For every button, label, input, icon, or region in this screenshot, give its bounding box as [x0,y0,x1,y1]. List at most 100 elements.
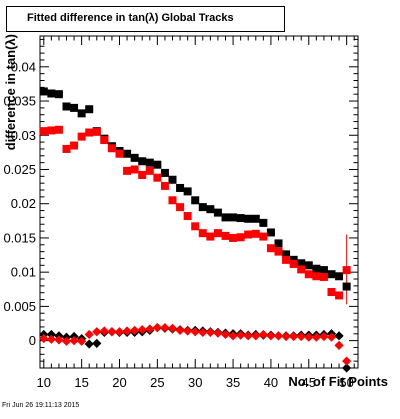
data-point-diamond [258,329,268,340]
data-point-square [145,158,154,167]
data-point-square [168,175,177,184]
y-tick-label: 0.005 [3,299,36,314]
data-point-square [221,231,230,240]
data-point-diamond [167,323,178,333]
data-point-diamond [61,336,72,346]
data-point-square [244,230,253,239]
data-point-diamond [99,326,109,336]
data-point-square [304,270,313,279]
data-point-diamond [205,327,215,338]
data-point-diamond [220,329,231,340]
data-point-square [251,214,260,223]
data-point-diamond [152,323,162,333]
x-axis-label: No. of Fit Points [288,374,388,389]
y-tick-label: 0.01 [11,265,36,280]
data-point-square [221,213,230,222]
data-point-diamond [304,332,314,342]
data-point-square [39,127,48,136]
x-tick-label: 20 [112,375,126,390]
data-point-square [335,272,344,281]
marker-layer [39,87,352,373]
chart-title: Fitted difference in tan(λ) Global Track… [27,12,234,24]
x-tick-label: 50 [339,375,353,390]
data-point-square [39,87,48,96]
data-point-diamond [145,324,155,334]
data-point-diamond [183,326,193,336]
x-tick-label: 25 [150,375,164,390]
x-tick-label: 15 [74,375,88,390]
axes-layer: 10 15 20 25 30 35 40 45 50 0 0.005 0.01 0.015 0.02 0.0… [3,35,359,390]
data-point-square [236,214,245,223]
data-point-square [229,233,238,242]
data-point-diamond [69,336,79,346]
y-tick-label: 0.025 [3,162,36,177]
data-point-square [54,90,63,99]
data-point-square [168,196,177,205]
data-point-diamond [281,331,291,342]
data-point-square [282,250,291,259]
y-tick-label: 0.02 [11,196,36,211]
data-point-square [266,228,275,237]
y-tick-label: 0.03 [11,128,36,143]
data-point-square [138,170,147,179]
data-point-square [160,181,169,190]
data-point-diamond [160,323,170,333]
data-point-square [342,282,351,291]
data-point-diamond [46,334,56,344]
data-point-square [70,141,79,150]
data-point-square [213,208,222,217]
y-tick-label: 0.015 [3,230,36,245]
chart-title-box: Fitted difference in tan(λ) Global Track… [6,6,285,32]
data-point-diamond [198,327,208,338]
data-point-square [130,165,139,174]
data-point-diamond [251,331,261,341]
data-point-square [297,265,306,274]
data-point-square [198,229,207,238]
data-point-square [191,222,200,231]
data-point-square [244,214,253,223]
data-point-square [176,203,185,212]
data-point-square [153,173,162,182]
data-point-square [206,232,215,241]
x-tick-label: 30 [188,375,202,390]
data-point-square [54,125,63,134]
data-point-square [107,144,116,153]
data-point-square [312,272,321,281]
data-point-square [327,288,336,297]
data-point-square [92,127,101,136]
data-point-square [160,168,169,177]
data-point-diamond [236,330,246,340]
data-point-diamond [46,329,56,340]
data-point-square [100,136,109,145]
data-point-square [85,105,94,114]
data-point-square [153,160,162,169]
data-point-square [259,218,268,227]
data-point-diamond [326,332,337,342]
data-point-square [85,128,94,137]
data-point-square [77,109,86,118]
data-point-diamond [243,331,253,341]
data-point-square [342,266,351,275]
data-point-square [312,264,321,273]
data-point-diamond [319,331,329,342]
data-point-square [259,232,268,241]
data-point-square [274,247,283,256]
data-point-diamond [342,356,352,366]
data-point-diamond [39,333,49,344]
data-point-square [191,196,200,205]
data-point-diamond [311,332,321,342]
data-point-square [229,213,238,222]
y-tick-label: 0.035 [3,94,36,109]
data-point-diamond [228,331,238,341]
data-point-diamond [175,325,185,335]
x-tick-label: 40 [264,375,278,390]
data-point-square [251,229,260,238]
data-point-square [47,126,56,135]
data-point-square [115,149,124,158]
data-point-square [289,259,298,268]
data-point-diamond [92,327,102,337]
data-point-square [236,233,245,242]
data-point-diamond [122,326,132,336]
data-point-square [213,229,222,238]
